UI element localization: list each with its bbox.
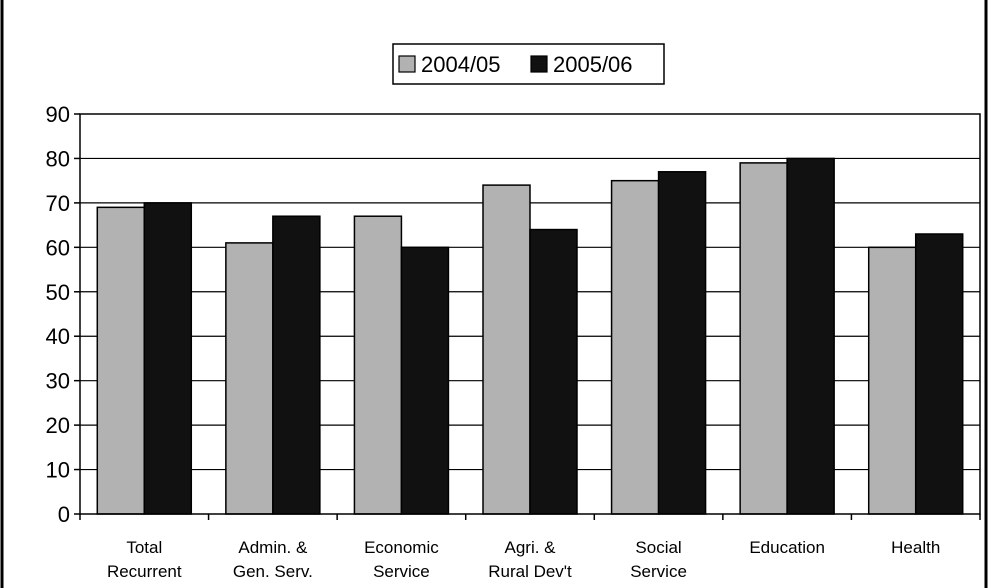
y-tick-label: 0 xyxy=(58,502,70,527)
bar-2004-05-5 xyxy=(739,162,788,515)
y-tick-label: 90 xyxy=(46,102,70,127)
bar-2005-06-2 xyxy=(400,246,450,515)
bars xyxy=(96,157,964,515)
legend-box xyxy=(392,43,665,85)
bar-2005-06-3 xyxy=(529,228,578,515)
y-tick-label: 40 xyxy=(46,324,70,349)
y-tick-label: 60 xyxy=(46,235,70,260)
x-category-label: Rural Dev't xyxy=(488,562,572,581)
y-tick-label: 70 xyxy=(46,191,70,216)
bar-2005-06-1 xyxy=(272,215,321,515)
x-category-label: Agri. & xyxy=(504,538,556,557)
y-axis: 0 10 20 30 40 50 60 70 80 90 xyxy=(46,102,80,527)
bar-2004-05-4 xyxy=(610,179,660,515)
x-category-label: Gen. Serv. xyxy=(233,562,313,581)
bar-2005-06-6 xyxy=(914,233,964,515)
x-category-label: Recurrent xyxy=(107,562,182,581)
x-category-label: Social xyxy=(635,538,681,557)
y-tick-label: 20 xyxy=(46,413,70,438)
x-category-label: Economic xyxy=(364,538,439,557)
plot-area xyxy=(79,113,981,515)
legend-swatch xyxy=(530,55,548,73)
x-category-label: Service xyxy=(630,562,687,581)
bar-2004-05-6 xyxy=(867,246,917,515)
x-axis: Total Recurrent Admin. & Gen. Serv. Economic… xyxy=(79,514,981,581)
legend-label: 2005/06 xyxy=(553,52,633,77)
y-tick-label: 50 xyxy=(46,280,70,305)
legend-swatch xyxy=(398,55,416,73)
y-tick-label: 80 xyxy=(46,146,70,171)
bar-2004-05-1 xyxy=(225,242,274,515)
bar-2005-06-0 xyxy=(143,202,193,515)
y-tick-label: 30 xyxy=(46,369,70,394)
bar-2004-05-3 xyxy=(482,184,531,515)
legend-label: 2004/05 xyxy=(421,52,501,77)
bar-2004-05-0 xyxy=(96,206,146,515)
x-category-label: Service xyxy=(373,562,430,581)
legend: 2004/05 2005/06 xyxy=(392,43,665,85)
bar-2005-06-5 xyxy=(786,157,835,515)
bar-2005-06-4 xyxy=(657,171,707,515)
x-category-label: Education xyxy=(749,538,825,557)
x-category-label: Total xyxy=(126,538,162,557)
bar-2004-05-2 xyxy=(353,215,403,515)
x-category-label: Health xyxy=(891,538,940,557)
x-category-label: Admin. & xyxy=(238,538,308,557)
y-tick-label: 10 xyxy=(46,458,70,483)
